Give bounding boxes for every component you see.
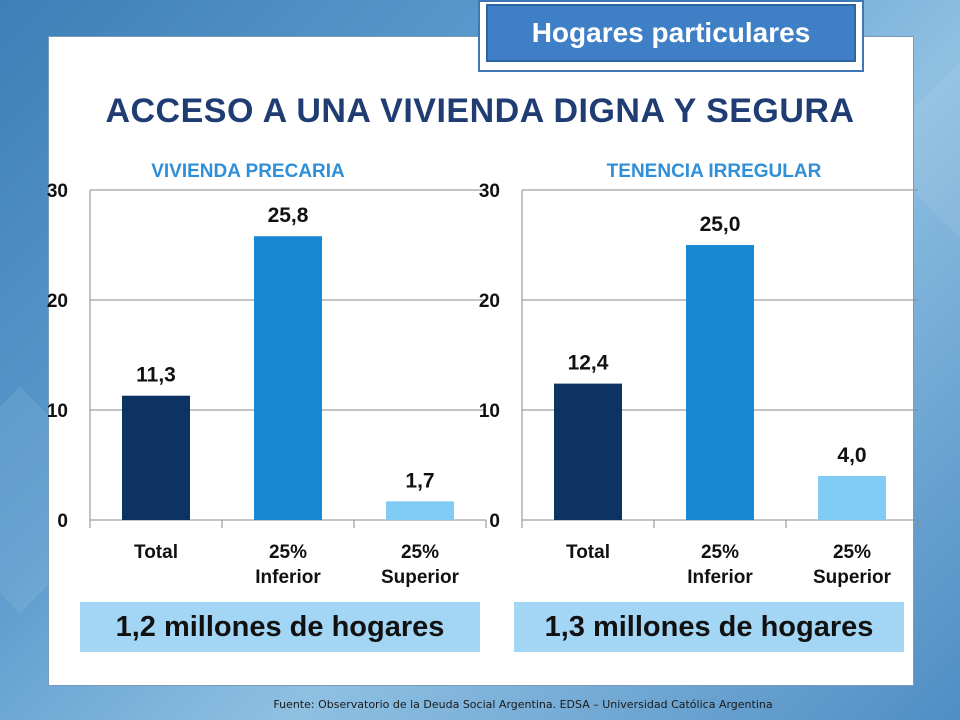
- main-title: ACCESO A UNA VIVIENDA DIGNA Y SEGURA: [105, 92, 855, 130]
- content-panel: [48, 36, 914, 686]
- y-tick-label: 30: [479, 181, 500, 202]
- summary-vivienda-precaria: 1,2 millones de hogares: [80, 602, 480, 652]
- bar-total: [554, 383, 622, 520]
- bar-25-inferior: [254, 236, 322, 520]
- badge-hogares-particulares: Hogares particulares: [486, 4, 856, 62]
- x-tick-label: Total: [566, 542, 610, 563]
- y-tick-label: 20: [479, 291, 500, 312]
- data-label: 11,3: [136, 364, 176, 387]
- data-label: 12,4: [568, 352, 609, 375]
- bar-25-inferior: [686, 245, 754, 520]
- x-tick-label: 25%: [833, 542, 871, 563]
- data-label: 25,8: [268, 204, 309, 227]
- x-tick-label: Superior: [813, 567, 892, 588]
- y-tick-label: 10: [47, 401, 68, 422]
- x-tick-label: 25%: [401, 542, 439, 563]
- y-tick-label: 0: [489, 511, 500, 532]
- x-tick-label: Inferior: [255, 567, 321, 588]
- x-tick-label: 25%: [269, 542, 307, 563]
- chart-title-vivienda-precaria: VIVIENDA PRECARIA: [151, 161, 345, 182]
- data-label: 25,0: [700, 213, 741, 236]
- y-tick-label: 30: [47, 181, 68, 202]
- data-label: 1,7: [405, 469, 434, 492]
- chart-title-tenencia-irregular: TENENCIA IRREGULAR: [606, 161, 822, 182]
- data-label: 4,0: [837, 444, 866, 467]
- x-tick-label: Inferior: [687, 567, 753, 588]
- x-tick-label: 25%: [701, 542, 739, 563]
- summary-tenencia-irregular: 1,3 millones de hogares: [514, 602, 904, 652]
- x-tick-label: Total: [134, 542, 178, 563]
- bar-total: [122, 395, 190, 520]
- bar-25-superior: [386, 501, 454, 520]
- bar-25-superior: [818, 476, 886, 520]
- y-tick-label: 10: [479, 401, 500, 422]
- y-tick-label: 0: [57, 511, 68, 532]
- y-tick-label: 20: [47, 291, 68, 312]
- x-tick-label: Superior: [381, 567, 460, 588]
- source-note: Fuente: Observatorio de la Deuda Social …: [273, 698, 773, 711]
